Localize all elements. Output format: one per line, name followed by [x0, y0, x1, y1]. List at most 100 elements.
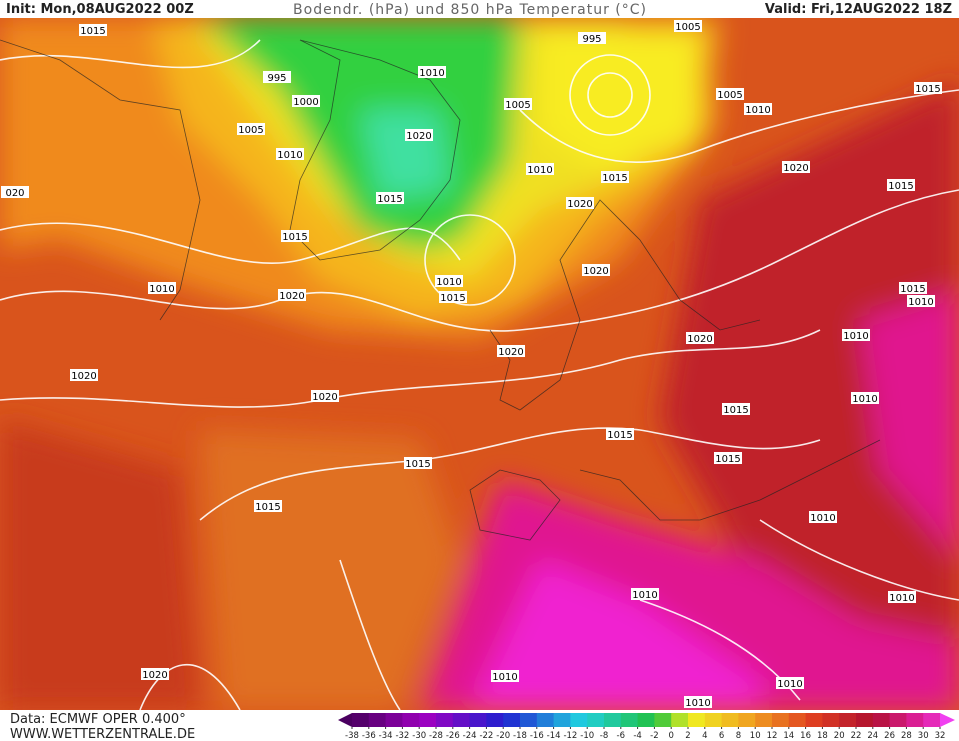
colorbar-cell — [385, 713, 403, 727]
colorbar-cell — [788, 713, 807, 727]
colorbar-cell — [503, 713, 521, 727]
isobar-label-bg — [907, 295, 935, 307]
isobar-label: 1015 — [915, 84, 940, 95]
colorbar-tick-label: 10 — [750, 731, 761, 741]
colorbar-tick-label: -12 — [563, 731, 577, 741]
isobar-label: 1015 — [715, 454, 740, 465]
isobar-label: 1015 — [440, 293, 465, 304]
isobar-labels: 1015995100010051010101010201015101510101… — [1, 20, 942, 709]
isobar-label-bg — [842, 329, 870, 341]
isobar-label-bg — [899, 282, 927, 294]
colorbar-cell — [637, 713, 655, 727]
colorbar-cell — [402, 713, 420, 727]
isobar-label-bg — [714, 452, 742, 464]
isobar-label-bg — [566, 197, 594, 209]
colorbar-cell — [906, 713, 924, 727]
colorbar-cell — [654, 713, 672, 727]
colorbar-cell — [856, 713, 874, 727]
isobar-label: 1010 — [852, 394, 877, 405]
isobar-label: 1020 — [279, 291, 304, 302]
isobar-label-bg — [439, 291, 467, 303]
colorbar-cell — [721, 713, 739, 727]
isobar-label: 020 — [5, 188, 24, 199]
colorbar-cell — [923, 713, 941, 727]
isobar-label-bg — [237, 123, 265, 135]
colorbar-tick-label: -8 — [600, 731, 608, 741]
isobar-label: 1010 — [889, 593, 914, 604]
colorbar-tick-label: 2 — [685, 731, 690, 741]
colorbar-cell — [772, 713, 790, 727]
colorbar-tick-label: -14 — [547, 731, 561, 741]
isobar-label: 1020 — [498, 347, 523, 358]
colorbar-cell — [738, 713, 756, 727]
colorbar-tick-label: -6 — [617, 731, 625, 741]
colorbar-tick-label: 14 — [783, 731, 794, 741]
colorbar-cell — [536, 713, 555, 727]
colorbar-tick-label: -38 — [345, 731, 359, 741]
isobar-label-bg — [278, 289, 306, 301]
colorbar-cell — [419, 713, 437, 727]
isobar-label-bg — [526, 163, 554, 175]
colorbar-tick-label: -20 — [496, 731, 510, 741]
isobar-label: 1010 — [149, 284, 174, 295]
colorbar-tick-label: 18 — [817, 731, 828, 741]
isobar-label-bg — [404, 457, 432, 469]
colorbar-cell — [839, 713, 857, 727]
colorbar-tick-label: -4 — [633, 731, 641, 741]
colorbar-cell — [436, 713, 454, 727]
isobar-label-bg — [497, 345, 525, 357]
isobar-label: 1020 — [312, 392, 337, 403]
isobar-label-bg — [744, 103, 772, 115]
colorbar-tick-label: 4 — [702, 731, 707, 741]
isobar-label: 1015 — [255, 502, 280, 513]
isobar-label-bg — [276, 148, 304, 160]
colorbar-cell — [688, 713, 706, 727]
isobar-label-bg — [674, 20, 702, 32]
isobar-label: 1015 — [282, 232, 307, 243]
colorbar-cell — [352, 713, 370, 727]
valid-time: Valid: Fri,12AUG2022 18Z — [765, 2, 952, 17]
isobar-label-bg — [491, 670, 519, 682]
isobar-label-bg — [292, 95, 320, 107]
colorbar-cell — [469, 713, 487, 727]
colorbar-tick-label: 12 — [767, 731, 778, 741]
isobar-label-bg — [435, 275, 463, 287]
isobar-label: 1010 — [436, 277, 461, 288]
colorbar-cell — [822, 713, 840, 727]
isobar-label: 1010 — [277, 150, 302, 161]
colorbar-tick-label: -22 — [479, 731, 493, 741]
isobar-label-bg — [79, 24, 107, 36]
colorbar-cell — [452, 713, 471, 727]
isobar-label: 1010 — [685, 698, 710, 709]
colorbar-end — [338, 713, 352, 727]
isobar-label-bg — [887, 179, 915, 191]
map-title: Bodendr. (hPa) und 850 hPa Temperatur (°… — [293, 2, 647, 18]
isobar-label: 995 — [582, 34, 601, 45]
colorbar-cell — [889, 713, 907, 727]
isobar-label: 1020 — [783, 163, 808, 174]
isobar-label: 1015 — [602, 173, 627, 184]
isobar-label: 1005 — [505, 100, 530, 111]
colorbar-cell — [486, 713, 504, 727]
isobar-label: 1010 — [745, 105, 770, 116]
colorbar-tick-label: 26 — [884, 731, 895, 741]
data-source: Data: ECMWF OPER 0.400° — [10, 712, 186, 727]
isobar-label: 1020 — [687, 334, 712, 345]
isobar-label: 1010 — [632, 590, 657, 601]
colorbar-cell — [604, 713, 622, 727]
map — [0, 18, 959, 710]
isobar-label: 1015 — [405, 459, 430, 470]
isobar-label-bg — [504, 98, 532, 110]
colorbar-tick-label: -2 — [650, 731, 658, 741]
colorbar-cell — [704, 713, 723, 727]
isobar-label-bg — [254, 500, 282, 512]
colorbar-tick-label: 24 — [867, 731, 878, 741]
isobar-label-bg — [148, 282, 176, 294]
isobar-label-bg — [684, 696, 712, 708]
isobar-label-bg — [809, 511, 837, 523]
isobar-label: 1015 — [888, 181, 913, 192]
isobar-label: 1015 — [80, 26, 105, 37]
isobar-label: 1010 — [810, 513, 835, 524]
isobar-label-bg — [405, 129, 433, 141]
colorbar-cell — [570, 713, 588, 727]
